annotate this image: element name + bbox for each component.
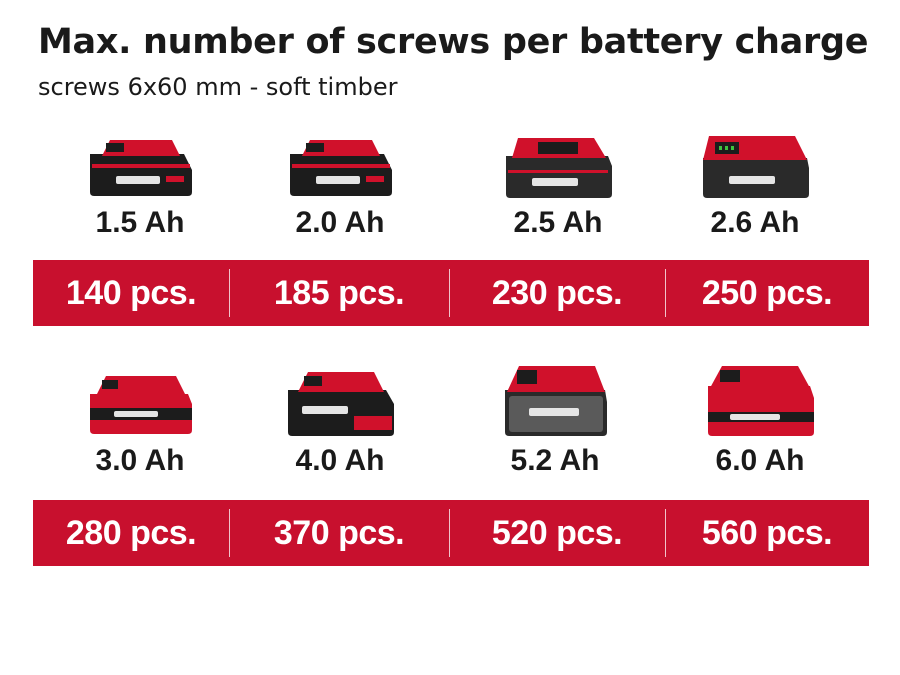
screw-count: 185 pcs. <box>273 274 405 312</box>
battery-pack-icon <box>506 138 612 198</box>
battery-pack-icon <box>90 376 192 434</box>
battery-item: 1.5 Ah <box>40 130 240 240</box>
band-divider <box>665 269 666 317</box>
battery-item: 2.6 Ah <box>655 130 855 240</box>
battery-capacity: 5.2 Ah <box>510 444 600 477</box>
battery-capacity: 3.0 Ah <box>95 444 185 477</box>
page-title: Max. number of screws per battery charge <box>38 22 869 62</box>
battery-capacity: 2.0 Ah <box>295 206 385 239</box>
battery-item: 2.0 Ah <box>240 130 440 240</box>
battery-capacity: 4.0 Ah <box>295 444 385 477</box>
battery-pack-icon <box>90 140 192 196</box>
battery-pack-icon <box>290 140 392 196</box>
battery-item: 5.2 Ah <box>455 362 655 478</box>
battery-item: 6.0 Ah <box>660 362 860 478</box>
battery-capacity: 2.6 Ah <box>710 206 800 239</box>
battery-pack-icon <box>505 366 607 436</box>
band-divider <box>449 269 450 317</box>
screw-count: 370 pcs. <box>273 514 405 552</box>
battery-pack-icon <box>703 136 809 198</box>
screw-count: 520 pcs. <box>491 514 623 552</box>
band-divider <box>229 509 230 557</box>
screw-count: 560 pcs. <box>701 514 833 552</box>
battery-item: 2.5 Ah <box>458 130 658 240</box>
battery-item: 4.0 Ah <box>240 368 440 478</box>
count-band: 140 pcs. 185 pcs. 230 pcs. 250 pcs. <box>33 260 869 326</box>
screw-count: 140 pcs. <box>65 274 197 312</box>
screw-count: 280 pcs. <box>65 514 197 552</box>
page-subtitle: screws 6x60 mm - soft timber <box>38 73 398 101</box>
battery-item: 3.0 Ah <box>40 368 240 478</box>
battery-capacity: 1.5 Ah <box>95 206 185 239</box>
screw-count: 250 pcs. <box>701 274 833 312</box>
battery-pack-icon <box>708 366 814 436</box>
count-band: 280 pcs. 370 pcs. 520 pcs. 560 pcs. <box>33 500 869 566</box>
screw-count: 230 pcs. <box>491 274 623 312</box>
band-divider <box>229 269 230 317</box>
battery-capacity: 6.0 Ah <box>715 444 805 477</box>
band-divider <box>665 509 666 557</box>
battery-pack-icon <box>288 372 394 436</box>
band-divider <box>449 509 450 557</box>
battery-capacity: 2.5 Ah <box>513 206 603 239</box>
